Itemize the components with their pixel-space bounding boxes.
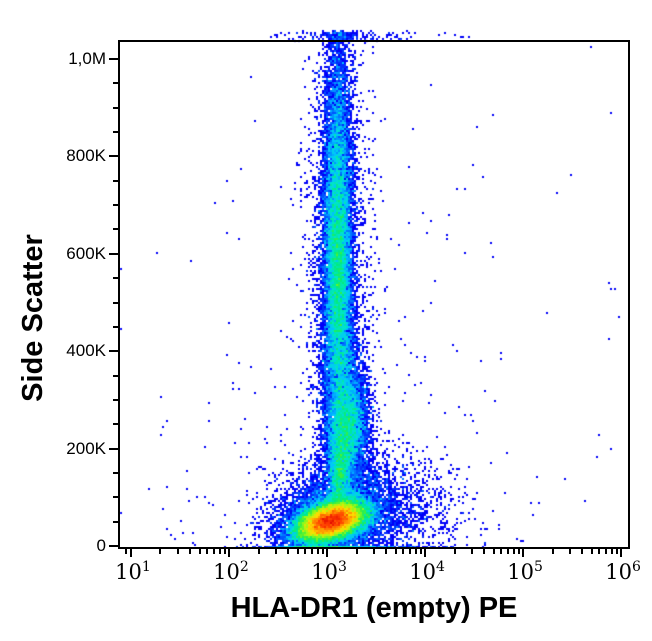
x-tick-label: 101 [115, 559, 151, 584]
x-axis-minor-tick [483, 549, 486, 554]
x-axis-minor-tick [453, 549, 456, 554]
y-axis-minor-tick [113, 179, 118, 182]
y-axis-minor-tick [113, 106, 118, 109]
x-axis-minor-tick [218, 549, 221, 554]
x-axis-minor-tick [159, 549, 162, 554]
x-axis-minor-tick [304, 549, 307, 554]
y-axis-minor-tick [113, 398, 118, 401]
x-axis-minor-tick [212, 549, 215, 554]
x-axis-minor-tick [568, 549, 571, 554]
x-axis-minor-tick [385, 549, 388, 554]
x-axis-minor-tick [500, 549, 503, 554]
y-axis-minor-tick [113, 82, 118, 85]
y-axis-minor-tick [113, 423, 118, 426]
y-tick-label: 1,0M [68, 49, 106, 69]
y-tick-label: 400K [66, 341, 106, 361]
x-tick-label: 102 [213, 559, 249, 584]
x-axis-minor-tick [419, 549, 422, 554]
x-axis-title: HLA-DR1 (empty) PE [230, 592, 518, 624]
x-axis-minor-tick [551, 549, 554, 554]
x-tick-label: 103 [311, 559, 347, 584]
y-axis-minor-tick [113, 301, 118, 304]
x-axis-minor-tick [223, 549, 226, 554]
y-tick-label: 800K [66, 146, 106, 166]
x-axis-minor-tick [189, 549, 191, 554]
y-axis-minor-tick [113, 471, 118, 474]
y-tick-label: 600K [66, 243, 106, 263]
y-axis-minor-tick [113, 374, 118, 377]
x-axis-minor-tick [517, 549, 520, 554]
y-axis-minor-tick [113, 204, 118, 207]
x-axis-minor-tick [176, 549, 179, 554]
x-axis-major-tick [326, 549, 329, 557]
density-scatter-canvas [118, 28, 630, 548]
y-axis-major-tick [109, 155, 118, 158]
x-axis-minor-tick [512, 549, 515, 554]
x-axis-minor-tick [408, 549, 411, 554]
x-axis-minor-tick [274, 549, 277, 554]
x-axis-minor-tick [257, 549, 260, 554]
x-axis-major-tick [620, 549, 623, 557]
x-axis-minor-tick [414, 549, 417, 554]
y-axis-minor-tick [113, 131, 118, 134]
x-axis-minor-tick [581, 549, 584, 554]
x-tick-label: 106 [605, 559, 641, 584]
x-tick-label: 104 [409, 559, 445, 584]
y-tick-label: 0 [96, 536, 106, 555]
x-axis-minor-tick [321, 549, 324, 554]
y-tick-label: 200K [66, 438, 106, 458]
x-axis-minor-tick [402, 549, 405, 554]
x-axis-minor-tick [506, 549, 509, 554]
x-axis-minor-tick [394, 549, 397, 554]
y-axis-major-tick [109, 58, 118, 61]
y-axis-major-tick [109, 447, 118, 450]
x-axis-minor-tick [198, 549, 201, 554]
y-axis-minor-tick [113, 520, 118, 523]
y-axis-minor-tick [113, 277, 118, 280]
y-axis-minor-tick [113, 228, 118, 231]
x-axis-minor-tick [492, 549, 495, 554]
x-axis-minor-tick [615, 549, 618, 554]
x-axis-minor-tick [296, 549, 299, 554]
x-tick-label: 105 [507, 559, 543, 584]
x-axis-minor-tick [372, 549, 375, 554]
x-axis-minor-tick [355, 549, 358, 554]
y-axis-major-tick [109, 252, 118, 255]
x-axis-major-tick [424, 549, 427, 557]
x-axis-minor-tick [287, 549, 290, 554]
x-axis-major-tick [129, 549, 132, 557]
x-axis-minor-tick [610, 549, 613, 554]
x-axis-minor-tick [206, 549, 209, 554]
y-axis-minor-tick [113, 325, 118, 328]
y-axis-major-tick [109, 545, 118, 547]
x-axis-major-tick [228, 549, 230, 557]
x-axis-minor-tick [310, 549, 313, 554]
y-axis-minor-tick [113, 496, 118, 499]
x-axis-minor-tick [470, 549, 473, 554]
x-axis-minor-tick [590, 549, 593, 554]
x-axis-minor-tick [125, 549, 128, 554]
x-axis-minor-tick [316, 549, 319, 554]
y-axis-major-tick [109, 350, 118, 353]
x-axis-major-tick [522, 549, 525, 557]
x-axis-minor-tick [604, 549, 607, 554]
x-axis-minor-tick [598, 549, 601, 554]
